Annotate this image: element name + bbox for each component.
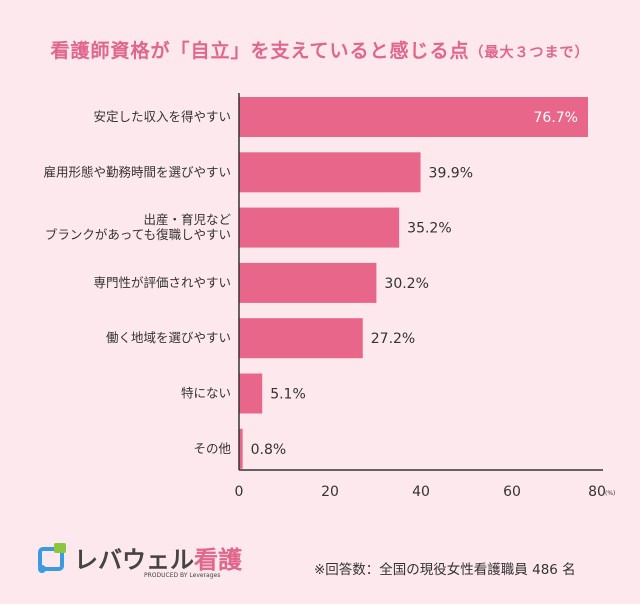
category-label: 安定した収入を得やすい xyxy=(93,109,231,124)
bar xyxy=(239,207,400,248)
category-label: 特にない xyxy=(181,386,231,401)
logo-brand: レバウェル看護 xyxy=(74,546,242,574)
category-label: 出産・育児など xyxy=(143,212,231,227)
x-axis-unit: (%) xyxy=(605,490,615,497)
logo: レバウェル看護 PRODUCED BY Leverages xyxy=(38,540,242,579)
bar xyxy=(239,428,243,469)
x-tick-label: 40 xyxy=(412,484,430,500)
x-tick-label: 20 xyxy=(321,484,339,500)
bar xyxy=(239,152,421,193)
x-tick-label: 80 xyxy=(588,484,606,500)
value-label: 35.2% xyxy=(407,221,451,237)
logo-produced-by: PRODUCED BY Leverages xyxy=(144,572,221,579)
bar xyxy=(239,262,377,303)
title-main: 看護師資格が「自立」を支えていると感じる点 xyxy=(50,40,470,62)
value-label: 0.8% xyxy=(251,442,287,458)
category-label: その他 xyxy=(193,441,231,456)
bar xyxy=(239,373,263,414)
value-label: 39.9% xyxy=(429,165,473,181)
chart-title: 看護師資格が「自立」を支えていると感じる点（最大３つまで） xyxy=(0,36,640,63)
category-label: 働く地域を選びやすい xyxy=(106,330,231,345)
value-label: 76.7% xyxy=(534,110,578,126)
title-sub: （最大３つまで） xyxy=(469,45,590,61)
bar xyxy=(239,318,363,359)
value-label: 5.1% xyxy=(270,387,306,403)
bar xyxy=(239,97,588,137)
category-label: 専門性が評価されやすい xyxy=(93,275,231,290)
x-tick-label: 0 xyxy=(235,484,244,500)
logo-mark-icon xyxy=(38,542,66,573)
respondent-note: ※回答数：全国の現役女性看護職員 486 名 xyxy=(314,562,576,578)
category-label: 雇用形態や勤務時間を選びやすい xyxy=(43,164,231,179)
value-label: 27.2% xyxy=(371,331,415,347)
category-label: ブランクがあっても復職しやすい xyxy=(45,227,231,242)
x-tick-label: 60 xyxy=(503,484,521,500)
value-label: 30.2% xyxy=(384,276,428,292)
